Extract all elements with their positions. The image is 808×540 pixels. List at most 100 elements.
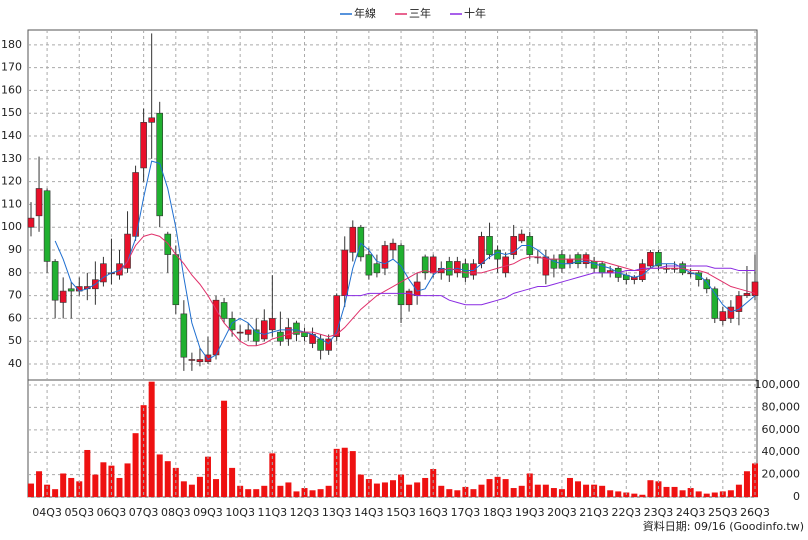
x-tick-label: 21Q3 (579, 506, 609, 519)
x-tick-label: 09Q3 (193, 506, 223, 519)
candle-body (655, 252, 662, 267)
x-tick-label: 24Q3 (676, 506, 706, 519)
volume-bar (84, 449, 91, 497)
volume-bar (655, 481, 662, 497)
candle-body (172, 254, 180, 306)
candle-body (695, 272, 702, 280)
volume-bar (245, 489, 252, 497)
volume-bar (309, 490, 316, 497)
volume-bar (615, 491, 622, 497)
x-tick-label: 06Q3 (97, 506, 127, 519)
candle-body (236, 331, 244, 334)
candle-body (35, 188, 43, 217)
legend-label: 三年 (409, 6, 431, 20)
volume-bar (422, 477, 429, 497)
y-tick-label: 40 (8, 357, 22, 370)
candle-body (285, 327, 292, 340)
volume-bar (92, 474, 99, 497)
volume-bar (478, 484, 485, 497)
y2-tick-label: 100,000 (755, 378, 801, 391)
legend-label: 年線 (354, 6, 376, 20)
candle-body (470, 263, 477, 276)
candle-body (293, 322, 300, 335)
candle-body (639, 263, 646, 280)
volume-bar (116, 477, 123, 497)
candle-body (486, 236, 493, 255)
y-tick-label: 50 (8, 334, 22, 347)
candle-body (51, 261, 59, 301)
volume-bar (526, 473, 533, 497)
candle-body (478, 236, 485, 265)
volume-bar (663, 486, 670, 497)
volume-bar (534, 484, 541, 497)
y-tick-label: 90 (8, 243, 22, 256)
volume-bar (743, 471, 750, 497)
volume-bar (727, 490, 734, 497)
candle-body (43, 190, 51, 262)
x-tick-label: 17Q3 (451, 506, 481, 519)
volume-bar (124, 463, 131, 497)
y2-tick-label: 80,000 (762, 400, 801, 413)
x-tick-label: 11Q3 (258, 506, 288, 519)
volume-bar (430, 469, 437, 497)
x-tick-label: 07Q3 (129, 506, 159, 519)
volume-bar (438, 485, 445, 497)
volume-bar (285, 482, 292, 497)
y2-tick-label: 60,000 (762, 423, 801, 436)
candle-body (727, 306, 735, 319)
x-tick-label: 16Q3 (418, 506, 448, 519)
candle-body (269, 318, 276, 331)
x-tick-label: 10Q3 (225, 506, 255, 519)
x-tick-label: 08Q3 (161, 506, 191, 519)
volume-bar (591, 484, 598, 497)
y-tick-label: 110 (1, 197, 22, 210)
volume-bar (414, 482, 421, 497)
y-tick-label: 140 (1, 129, 22, 142)
legend-label: 十年 (464, 6, 486, 20)
x-tick-label: 26Q3 (740, 506, 770, 519)
candle-body (260, 320, 268, 340)
volume-bar (502, 479, 509, 497)
x-tick-label: 13Q3 (322, 506, 352, 519)
candle-body (518, 233, 526, 242)
y-tick-label: 70 (8, 289, 22, 302)
volume-bar (357, 474, 364, 497)
candle-body (333, 295, 340, 337)
volume-bar (156, 454, 163, 497)
volume-bar (60, 473, 67, 497)
volume-bar (325, 485, 332, 497)
candle-body (244, 329, 252, 335)
volume-bar (213, 479, 220, 497)
volume-bar (349, 451, 356, 497)
y-tick-label: 170 (1, 61, 22, 74)
volume-bar (373, 483, 380, 497)
candle-body (703, 279, 711, 290)
y-tick-label: 180 (1, 38, 22, 51)
volume-bar (68, 477, 75, 497)
volume-bar (470, 489, 477, 497)
candle-body (421, 256, 429, 274)
x-tick-label: 15Q3 (386, 506, 416, 519)
ma-line (54, 160, 756, 361)
x-tick-label: 20Q3 (547, 506, 577, 519)
y2-tick-label: 40,000 (762, 445, 801, 458)
volume-bar (398, 474, 405, 497)
volume-bar (486, 479, 493, 497)
candle-body (188, 359, 196, 361)
candle-body (252, 329, 260, 342)
y-tick-label: 60 (8, 311, 22, 324)
candle-body (67, 288, 75, 292)
candle-body (381, 245, 389, 269)
ma-line (344, 265, 755, 306)
x-tick-label: 25Q3 (708, 506, 738, 519)
volume-bar (317, 489, 324, 497)
candle-body (27, 217, 35, 228)
y-tick-label: 160 (1, 83, 22, 96)
candle-body (196, 359, 204, 363)
volume-bar (253, 489, 260, 497)
x-tick-label: 12Q3 (290, 506, 320, 519)
volume-bar (607, 490, 614, 497)
volume-bar (341, 447, 348, 497)
candle-body (341, 249, 349, 296)
